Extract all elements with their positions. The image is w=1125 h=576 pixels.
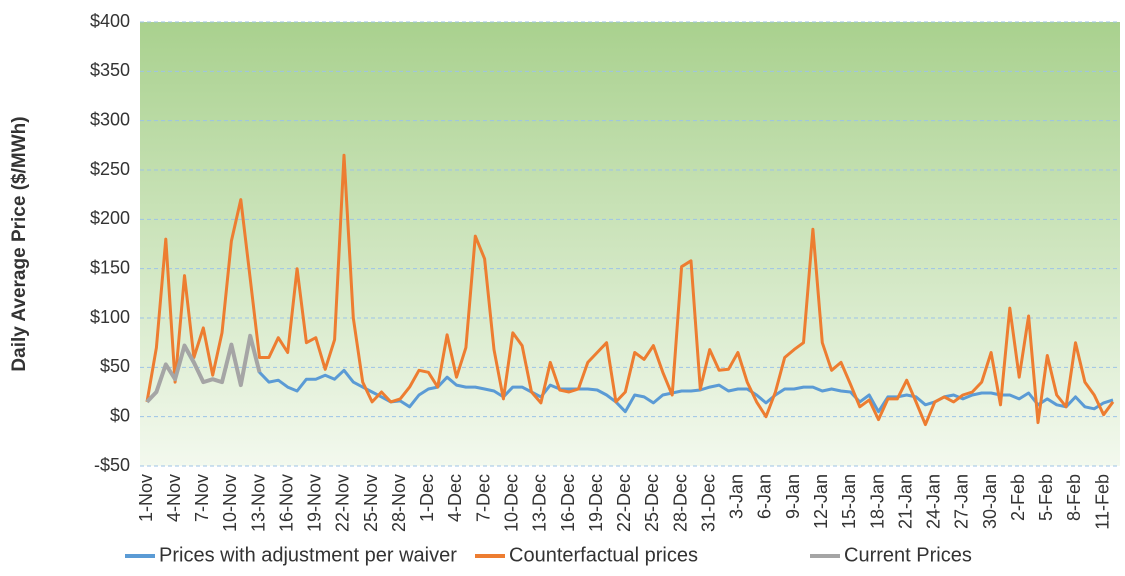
x-tick-label: 13-Dec xyxy=(530,474,550,532)
x-tick-label: 22-Dec xyxy=(614,474,634,532)
x-tick-label: 16-Dec xyxy=(558,474,578,532)
x-tick-label: 25-Nov xyxy=(361,474,381,532)
y-tick-label: $50 xyxy=(100,356,130,376)
x-tick-label: 25-Dec xyxy=(642,474,662,532)
x-tick-label: 22-Nov xyxy=(333,474,353,532)
x-tick-label: 4-Nov xyxy=(164,474,184,522)
x-tick-label: 7-Nov xyxy=(192,474,212,522)
x-tick-label: 31-Dec xyxy=(698,474,718,532)
x-tick-label: 18-Jan xyxy=(867,474,887,529)
y-tick-label: -$50 xyxy=(94,455,130,475)
y-tick-label: $350 xyxy=(90,60,130,80)
x-tick-label: 8-Feb xyxy=(1064,474,1084,521)
x-tick-label: 13-Nov xyxy=(248,474,268,532)
y-tick-label: $300 xyxy=(90,109,130,129)
x-tick-label: 27-Jan xyxy=(952,474,972,529)
x-tick-label: 28-Dec xyxy=(670,474,690,532)
x-tick-label: 28-Nov xyxy=(389,474,409,532)
x-tick-label: 19-Dec xyxy=(586,474,606,532)
x-tick-label: 1-Nov xyxy=(136,474,156,522)
x-tick-label: 10-Dec xyxy=(502,474,522,532)
x-tick-label: 1-Dec xyxy=(417,474,437,522)
x-tick-label: 15-Jan xyxy=(839,474,859,529)
y-tick-label: $400 xyxy=(90,11,130,31)
x-tick-label: 7-Dec xyxy=(473,474,493,522)
x-tick-label: 12-Jan xyxy=(811,474,831,529)
x-tick-label: 5-Feb xyxy=(1036,474,1056,521)
series-line xyxy=(145,335,1114,414)
x-tick-label: 11-Feb xyxy=(1092,474,1112,530)
y-tick-label: $250 xyxy=(90,159,130,179)
series-line xyxy=(145,153,1115,427)
x-tick-label: 16-Nov xyxy=(276,474,296,532)
y-tick-label: $100 xyxy=(90,307,130,327)
x-tick-label: 2-Feb xyxy=(1008,474,1028,521)
x-tick-label: 10-Nov xyxy=(220,474,240,532)
x-tick-label: 3-Jan xyxy=(727,474,747,519)
y-tick-label: $200 xyxy=(90,208,130,228)
x-tick-label: 19-Nov xyxy=(305,474,325,532)
y-tick-label: $0 xyxy=(110,405,130,425)
series-line xyxy=(145,333,262,404)
y-tick-label: $150 xyxy=(90,257,130,277)
x-tick-label: 30-Jan xyxy=(980,474,1000,529)
legend-label: Counterfactual prices xyxy=(509,544,698,566)
x-tick-label: 4-Dec xyxy=(445,474,465,522)
x-tick-label: 9-Jan xyxy=(783,474,803,519)
y-axis-title: Daily Average Price ($/MWh) xyxy=(9,116,30,371)
legend-label: Current Prices xyxy=(844,544,972,566)
plot-area xyxy=(140,22,1120,466)
x-tick-label: 6-Jan xyxy=(755,474,775,519)
x-tick-label: 21-Jan xyxy=(895,474,915,529)
x-tick-label: 24-Jan xyxy=(924,474,944,529)
legend-label: Prices with adjustment per waiver xyxy=(159,544,457,566)
